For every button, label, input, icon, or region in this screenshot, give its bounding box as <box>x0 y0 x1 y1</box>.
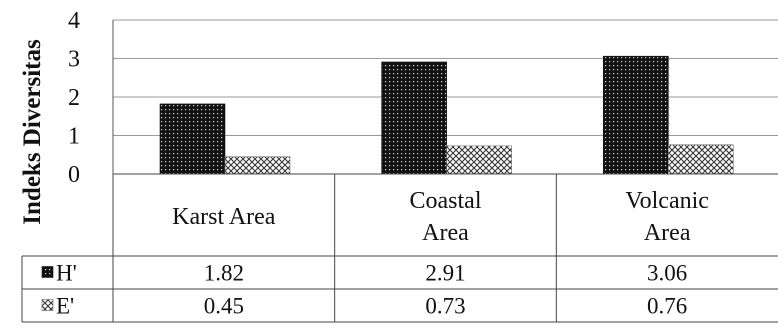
category-label: Volcanic <box>625 188 709 214</box>
legend-swatch <box>41 266 54 278</box>
y-tick-label: 2 <box>68 85 80 111</box>
bar-e-0 <box>224 156 291 175</box>
bar-h-2 <box>603 55 669 175</box>
bar-h-1 <box>381 61 447 175</box>
y-tick-label: 0 <box>68 162 80 188</box>
data-value: 0.73 <box>425 294 465 319</box>
data-value: 0.76 <box>647 294 687 319</box>
category-label: Karst Area <box>172 204 276 230</box>
data-table: Karst Area Coastal Area Volcanic Area H' 1.82 2… <box>21 173 778 323</box>
category-label: Area <box>644 220 691 246</box>
y-tick-label: 4 <box>68 8 80 34</box>
legend-label: H' <box>56 261 77 286</box>
bar-e-2 <box>668 144 734 175</box>
data-value: 0.45 <box>204 294 244 319</box>
bar-h-0 <box>159 103 226 175</box>
legend-swatch <box>41 299 54 311</box>
bars-group <box>159 55 734 175</box>
y-axis: 0 1 2 3 4 <box>68 8 114 188</box>
y-tick-label: 3 <box>68 47 80 73</box>
legend-label: E' <box>56 294 74 319</box>
bar-e-1 <box>446 145 512 175</box>
y-axis-title: Indeks Diversitas <box>19 39 46 225</box>
y-tick-label: 1 <box>68 124 80 150</box>
data-value: 3.06 <box>647 261 687 286</box>
category-label: Coastal <box>410 188 482 214</box>
data-value: 2.91 <box>425 261 465 286</box>
data-value: 1.82 <box>204 261 244 286</box>
category-label: Area <box>422 220 469 246</box>
